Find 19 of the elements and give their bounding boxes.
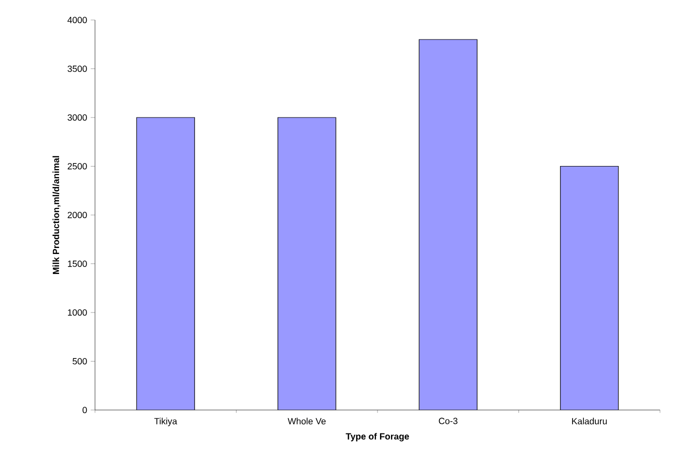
bar xyxy=(136,118,195,410)
y-tick-label: 3000 xyxy=(68,114,87,121)
x-tick-label: Kaladuru xyxy=(572,418,607,424)
y-tick-label: 500 xyxy=(72,358,87,364)
y-tick-label: 1000 xyxy=(68,309,87,316)
y-axis-title: Milk Production,ml/d/animal xyxy=(52,156,60,274)
x-tick-label: Whole Ve xyxy=(288,418,326,424)
y-tick-label: 1500 xyxy=(68,260,87,267)
y-tick-label: 3500 xyxy=(68,66,87,72)
y-tick-label: 4000 xyxy=(67,16,87,24)
y-tick-label: 2500 xyxy=(68,163,87,170)
x-axis-title: Type of Forage xyxy=(346,432,409,442)
bar xyxy=(560,166,619,410)
y-tick-label: 0 xyxy=(82,406,87,414)
bar xyxy=(419,39,478,410)
x-tick-label: Tikiya xyxy=(154,418,178,426)
bar xyxy=(278,118,336,410)
y-tick-label: 2000 xyxy=(68,212,87,218)
x-tick-label: Co-3 xyxy=(438,418,458,424)
